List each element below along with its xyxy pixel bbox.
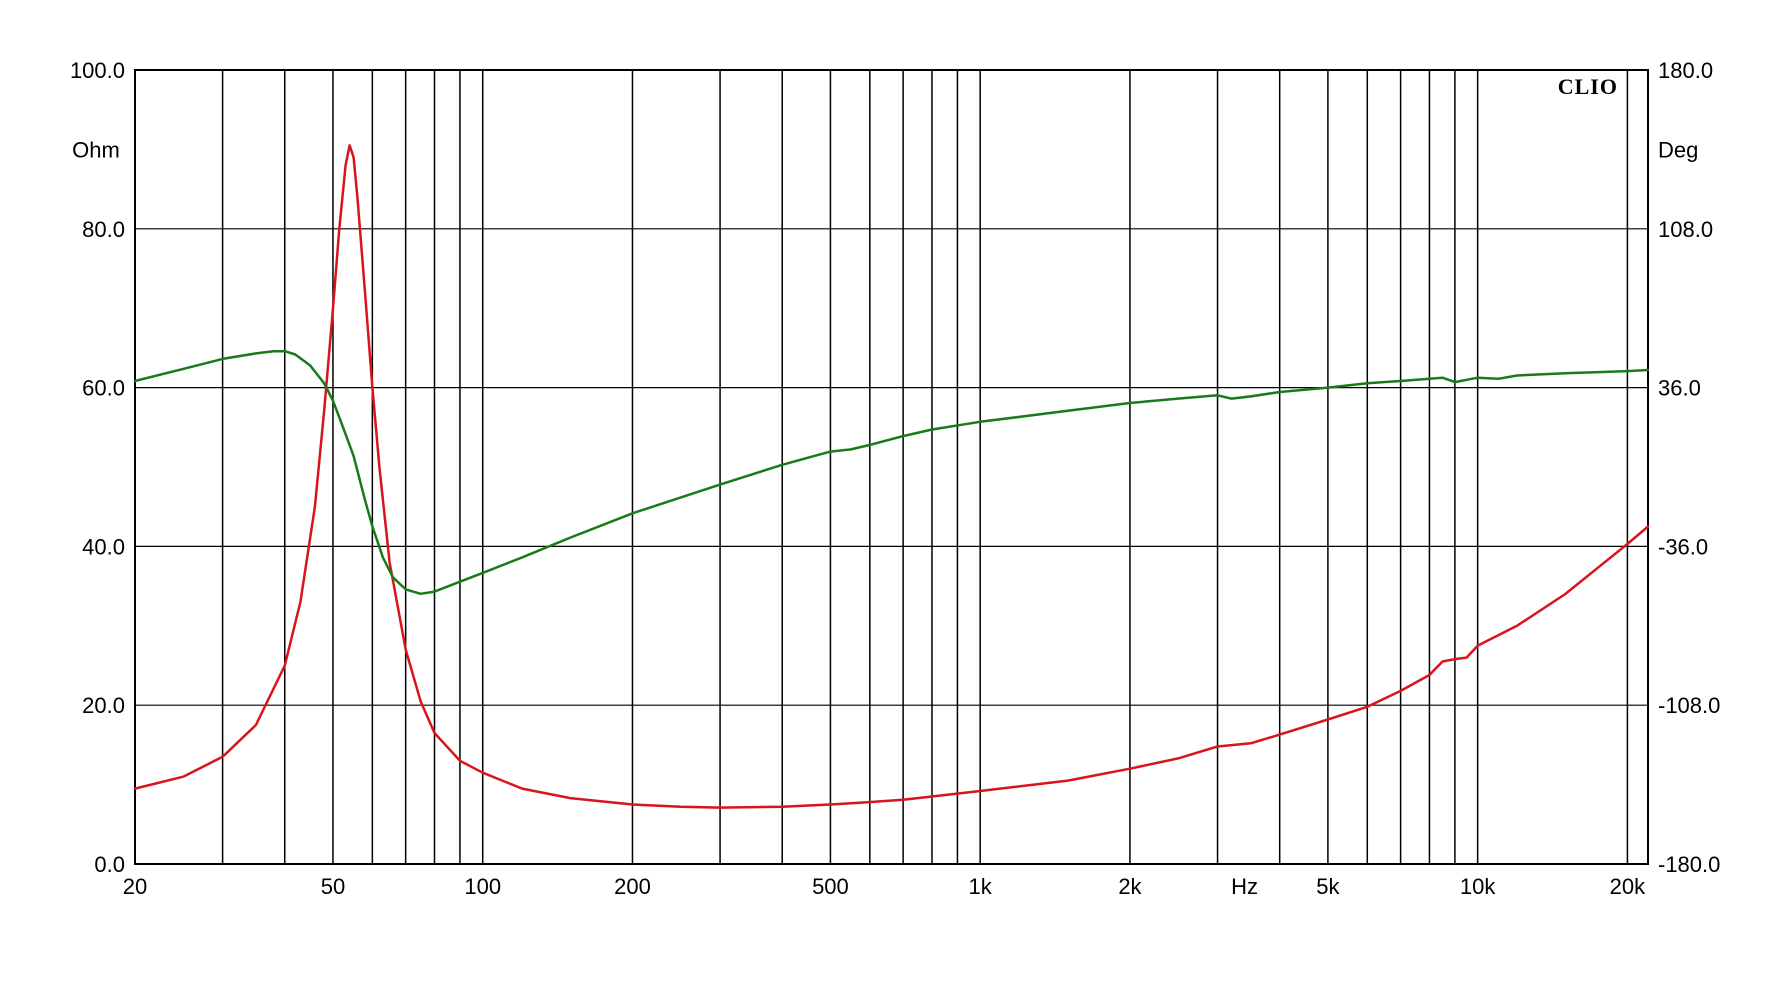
right-tick-label: 108.0 [1658,217,1713,242]
x-tick-label: 5k [1316,874,1340,899]
x-tick-label: 20 [123,874,147,899]
x-axis-ticks: 20 50 100 200 500 1k 2k 5k 10k 20k Hz [123,874,1646,899]
x-tick-label: 500 [812,874,849,899]
right-axis-unit: Deg [1658,137,1698,162]
right-tick-label: 36.0 [1658,376,1701,401]
left-axis-ticks: 0.0 20.0 40.0 60.0 80.0 100.0 [70,58,125,877]
clio-logo-text: CLIO [1558,74,1618,99]
left-tick-label: 100.0 [70,58,125,83]
x-tick-label: 1k [969,874,993,899]
x-tick-label: 50 [321,874,345,899]
right-tick-label: -36.0 [1658,534,1708,559]
x-tick-label: 10k [1460,874,1496,899]
left-axis-unit: Ohm [72,137,120,162]
x-tick-label: 100 [464,874,501,899]
x-tick-label: 20k [1610,874,1646,899]
right-tick-label: -180.0 [1658,852,1720,877]
x-tick-label: 2k [1118,874,1142,899]
left-tick-label: 60.0 [82,376,125,401]
right-tick-label: 180.0 [1658,58,1713,83]
plot-frame [134,69,1649,865]
impedance-curve [133,144,1650,809]
left-tick-label: 40.0 [82,534,125,559]
x-tick-label: 200 [614,874,651,899]
right-tick-label: -108.0 [1658,693,1720,718]
left-tick-label: 20.0 [82,693,125,718]
x-axis-unit: Hz [1231,874,1258,899]
phase-curve [133,349,1650,596]
left-tick-label: 80.0 [82,217,125,242]
left-tick-label: 0.0 [94,852,125,877]
curves [133,144,1650,809]
vertical-gridlines [221,70,1629,864]
right-axis-ticks: -180.0 -108.0 -36.0 36.0 108.0 180.0 [1658,58,1720,877]
